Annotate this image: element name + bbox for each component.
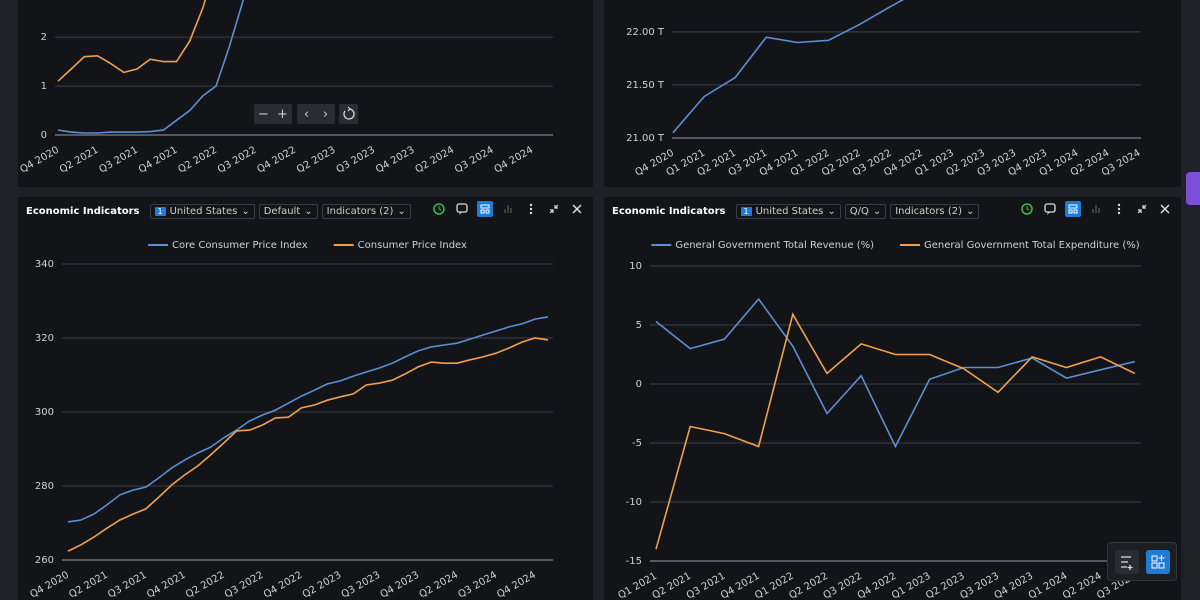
reset-control[interactable] <box>339 104 358 124</box>
badge: 1 <box>154 206 166 216</box>
pan-left[interactable]: ‹ <box>303 106 310 122</box>
toolbar-icons <box>1115 550 1170 574</box>
panel: Economic Indicators 1 United States ⌄ Q/Q ⌄… <box>604 197 1181 600</box>
history-button[interactable] <box>431 201 447 217</box>
menu-button[interactable] <box>523 201 539 217</box>
indicator-select[interactable]: Indicators (2) ⌄ <box>321 203 411 219</box>
panel-header: Economic Indicators 1 United States ⌄ Q/Q ⌄… <box>612 203 980 219</box>
panel-tools <box>1019 201 1173 217</box>
indicators: Indicators (2) <box>895 205 962 217</box>
panel-title: Economic Indicators <box>612 205 726 217</box>
menu-button[interactable] <box>1111 201 1127 217</box>
country: United States <box>755 205 824 217</box>
grid-button[interactable] <box>1146 550 1170 574</box>
comment-button[interactable] <box>454 201 470 217</box>
floating-toolbar <box>1107 542 1177 581</box>
side-tab[interactable] <box>1186 172 1200 205</box>
panel <box>604 0 1181 187</box>
country: United States <box>169 205 238 217</box>
panel-header: Economic Indicators 1 United States ⌄ Defa… <box>26 203 411 219</box>
chart-button[interactable] <box>500 201 516 217</box>
zoom-out[interactable]: − <box>258 106 269 122</box>
close-button[interactable] <box>569 201 585 217</box>
history-button[interactable] <box>1019 201 1035 217</box>
panel-tools <box>431 201 585 217</box>
country-select[interactable]: 1 United States ⌄ <box>149 203 255 219</box>
frequency: Q/Q <box>849 205 869 217</box>
panel: Economic Indicators 1 United States ⌄ Defa… <box>18 197 593 600</box>
layout-button[interactable] <box>1065 201 1081 217</box>
chart-button[interactable] <box>1088 201 1104 217</box>
pan-right[interactable]: › <box>322 106 329 122</box>
shrink-button[interactable] <box>546 201 562 217</box>
close-button[interactable] <box>1157 201 1173 217</box>
pan-controls: ‹ › <box>297 104 335 124</box>
indicator-select[interactable]: Indicators (2) ⌄ <box>890 203 980 219</box>
frequency-select[interactable]: Q/Q ⌄ <box>844 203 887 219</box>
shrink-button[interactable] <box>1134 201 1150 217</box>
zoom-in[interactable]: + <box>277 106 288 122</box>
badge: 1 <box>740 206 752 216</box>
reset-icon <box>343 106 355 120</box>
comment-button[interactable] <box>1042 201 1058 217</box>
frequency-select[interactable]: Default ⌄ <box>258 203 318 219</box>
panel <box>18 0 593 187</box>
layout-button[interactable] <box>477 201 493 217</box>
country-select[interactable]: 1 United States ⌄ <box>735 203 841 219</box>
indicators: Indicators (2) <box>326 205 394 217</box>
frequency: Default <box>263 205 301 217</box>
panel-title: Economic Indicators <box>26 205 140 217</box>
zoom-controls: − + <box>254 104 292 124</box>
